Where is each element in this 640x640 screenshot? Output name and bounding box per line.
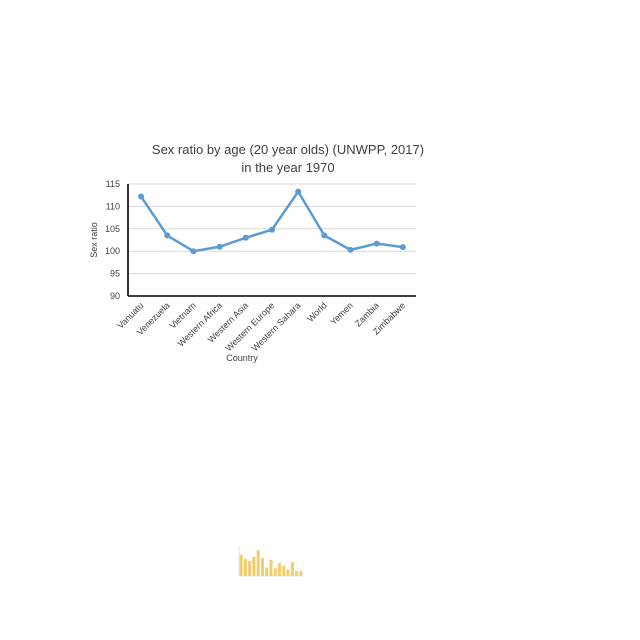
x-tick-label: World: [305, 300, 329, 324]
series-group: [138, 188, 406, 255]
thumbnail-bar: [273, 568, 277, 576]
thumbnail-bar: [265, 567, 269, 576]
thumbnail-bar: [252, 556, 256, 576]
chart-title-line-2: in the year 1970: [241, 160, 334, 175]
y-tick-label: 105: [105, 224, 120, 234]
data-point: [164, 232, 171, 239]
data-point: [138, 193, 145, 200]
chart-title-line-1: Sex ratio by age (20 year olds) (UNWPP, …: [152, 142, 424, 157]
data-point: [347, 246, 354, 253]
y-axis-ticks: 90 95 100 105 110 115: [105, 179, 120, 301]
y-axis-title: Sex ratio: [89, 222, 99, 258]
y-tick-label: 110: [106, 201, 120, 211]
y-tick-label: 100: [105, 246, 120, 256]
thumbnail-bar: [256, 550, 260, 576]
y-tick-label: 90: [110, 291, 120, 301]
thumbnail-bar-chart: [238, 546, 303, 577]
data-point: [399, 244, 406, 251]
thumbnail-bar: [299, 570, 303, 576]
data-point: [216, 243, 223, 250]
x-tick-label: Western Sahara: [250, 300, 303, 353]
x-tick-label: Yemen: [328, 300, 355, 327]
thumbnail-bar: [269, 559, 273, 576]
data-point: [269, 226, 275, 233]
thumbnail-bar: [286, 569, 290, 576]
thumbnail-bar: [295, 570, 299, 576]
thumbnail-bar: [290, 562, 294, 576]
data-point: [190, 248, 197, 255]
thumbnail-bar: [278, 563, 282, 576]
x-axis-title: Country: [226, 353, 258, 363]
data-point: [242, 234, 249, 241]
y-tick-label: 95: [110, 269, 120, 279]
thumbnail-bar: [239, 554, 243, 576]
data-point: [295, 188, 302, 195]
thumbnail-bar: [243, 558, 247, 576]
thumbnail-bar: [260, 558, 264, 576]
thumbnail-bar: [248, 561, 252, 576]
data-point: [321, 232, 328, 239]
thumbnail-bar: [282, 565, 286, 576]
series-line: [140, 190, 404, 253]
y-tick-label: 115: [106, 179, 120, 189]
data-point: [373, 240, 380, 247]
